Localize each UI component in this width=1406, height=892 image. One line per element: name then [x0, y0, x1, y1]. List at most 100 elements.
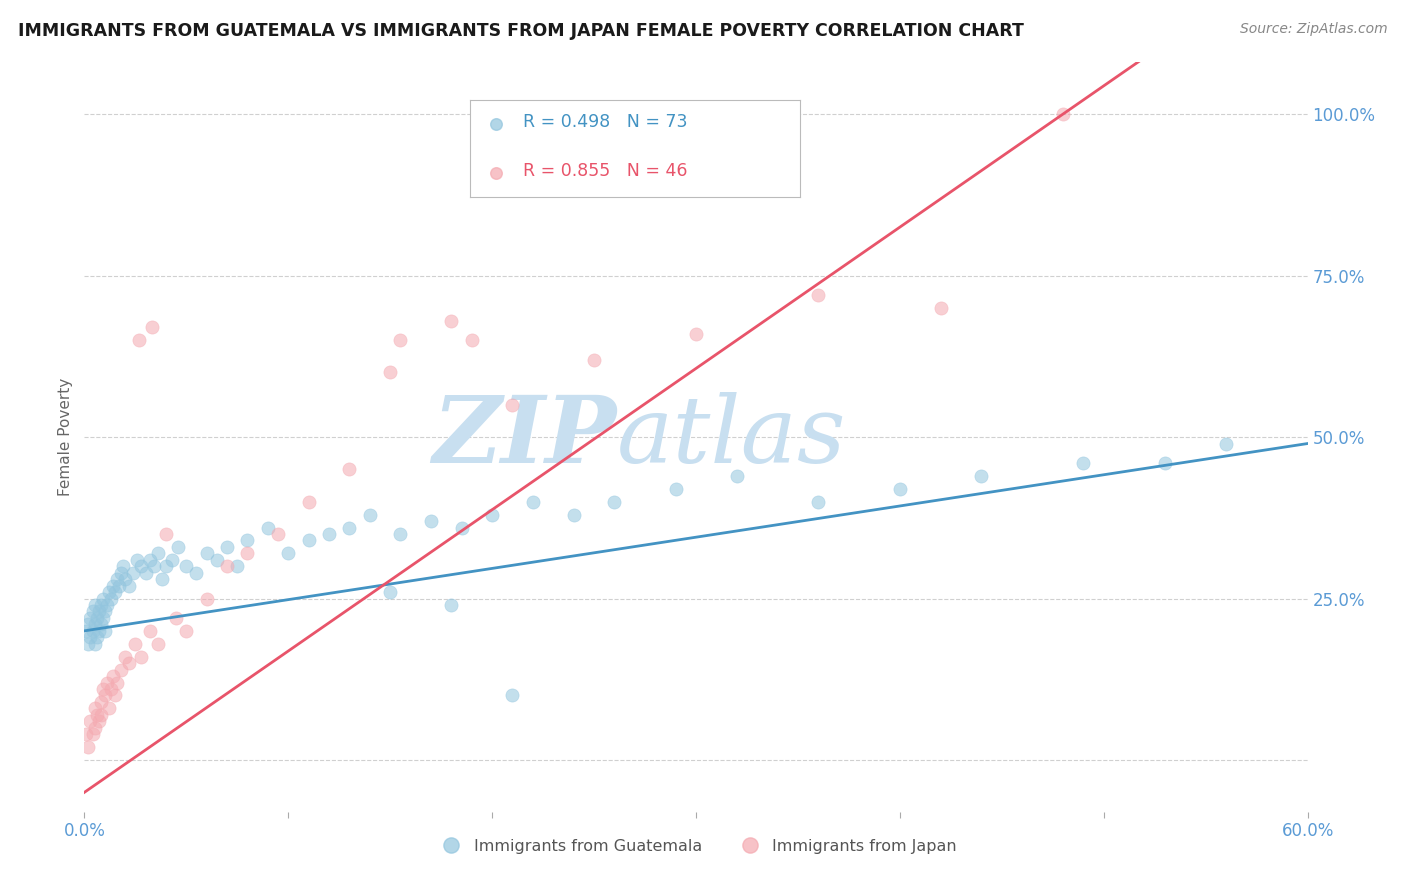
Point — [522, 494, 544, 508]
Point — [318, 527, 340, 541]
Point — [138, 624, 160, 638]
Point — [90, 707, 112, 722]
Point — [1154, 456, 1177, 470]
Text: Source: ZipAtlas.com: Source: ZipAtlas.com — [1240, 22, 1388, 37]
Point — [86, 611, 108, 625]
Point — [108, 579, 131, 593]
Point — [90, 695, 112, 709]
Point — [83, 637, 105, 651]
Point — [100, 591, 122, 606]
Point — [389, 527, 412, 541]
Point — [298, 494, 321, 508]
Point — [217, 540, 239, 554]
Point — [420, 514, 443, 528]
Text: ZIP: ZIP — [432, 392, 616, 482]
Text: IMMIGRANTS FROM GUATEMALA VS IMMIGRANTS FROM JAPAN FEMALE POVERTY CORRELATION CH: IMMIGRANTS FROM GUATEMALA VS IMMIGRANTS … — [18, 22, 1024, 40]
Point — [75, 624, 97, 638]
Point — [90, 617, 112, 632]
Point — [502, 398, 524, 412]
Point — [195, 546, 218, 560]
Point — [100, 681, 122, 696]
Point — [82, 624, 104, 638]
Point — [91, 611, 114, 625]
Point — [380, 366, 402, 380]
Point — [83, 701, 105, 715]
Point — [90, 598, 112, 612]
Point — [91, 591, 114, 606]
Point — [277, 546, 299, 560]
Point — [114, 572, 136, 586]
Point — [889, 482, 911, 496]
Point — [131, 649, 153, 664]
Point — [440, 314, 463, 328]
Point — [359, 508, 381, 522]
Point — [86, 630, 108, 644]
Legend: Immigrants from Guatemala, Immigrants from Japan: Immigrants from Guatemala, Immigrants fr… — [429, 832, 963, 860]
Point — [186, 566, 208, 580]
Y-axis label: Female Poverty: Female Poverty — [58, 378, 73, 496]
Point — [583, 352, 606, 367]
Point — [79, 714, 101, 729]
Point — [150, 572, 173, 586]
Point — [1052, 107, 1074, 121]
Point — [141, 320, 163, 334]
Point — [165, 611, 187, 625]
Point — [114, 649, 136, 664]
Point — [807, 288, 830, 302]
Point — [298, 533, 321, 548]
Point — [131, 559, 153, 574]
Point — [339, 462, 361, 476]
Point — [174, 624, 197, 638]
Point — [380, 585, 402, 599]
Point — [75, 727, 97, 741]
Point — [93, 605, 115, 619]
Point — [110, 566, 132, 580]
Point — [105, 572, 128, 586]
Point — [665, 482, 688, 496]
Point — [79, 630, 101, 644]
Point — [155, 527, 177, 541]
Point — [226, 559, 249, 574]
Point — [83, 617, 105, 632]
Point — [82, 605, 104, 619]
Point — [138, 553, 160, 567]
Point — [101, 579, 124, 593]
Point — [112, 559, 135, 574]
Point — [440, 598, 463, 612]
Point — [86, 707, 108, 722]
Point — [124, 637, 146, 651]
Text: atlas: atlas — [616, 392, 846, 482]
Point — [502, 689, 524, 703]
Point — [127, 553, 149, 567]
Point — [562, 508, 585, 522]
Point — [97, 585, 120, 599]
Point — [104, 585, 127, 599]
Point — [205, 553, 228, 567]
Point — [87, 624, 110, 638]
Point — [481, 508, 503, 522]
Point — [450, 520, 472, 534]
Point — [128, 333, 150, 347]
Point — [83, 598, 105, 612]
Point — [101, 669, 124, 683]
Point — [79, 611, 101, 625]
Point — [1215, 436, 1237, 450]
Point — [167, 540, 190, 554]
Point — [146, 546, 169, 560]
Point — [685, 326, 707, 341]
Point — [603, 494, 626, 508]
Point — [257, 520, 280, 534]
Point — [146, 637, 169, 651]
Point — [77, 637, 100, 651]
Point — [236, 546, 259, 560]
Point — [135, 566, 157, 580]
Point — [807, 494, 830, 508]
Point — [122, 566, 145, 580]
Point — [118, 579, 141, 593]
Point — [267, 527, 290, 541]
Point — [91, 681, 114, 696]
Point — [87, 714, 110, 729]
Point — [87, 605, 110, 619]
Point — [929, 301, 952, 315]
Point — [174, 559, 197, 574]
